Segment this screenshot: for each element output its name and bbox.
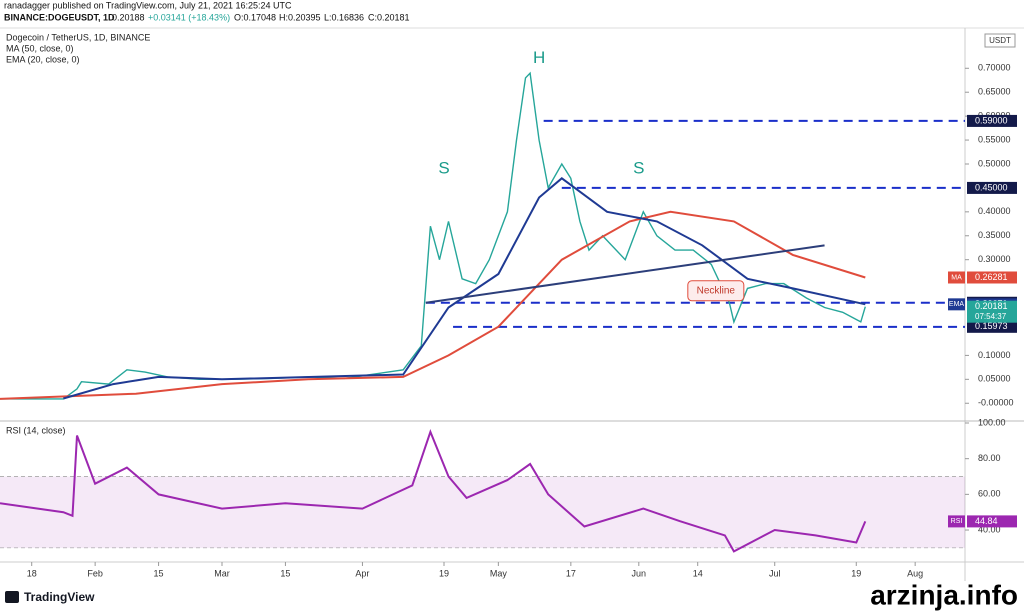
y-tick-label: 60.00 [978, 489, 1001, 499]
x-tick-label: Jul [769, 568, 781, 578]
currency: USDT [989, 36, 1011, 45]
x-tick-label: 19 [851, 568, 861, 578]
annotation: H [533, 48, 545, 67]
neckline [425, 244, 825, 304]
y-tick-label: 80.00 [978, 453, 1001, 463]
ohlc-high: H:0.20395 [279, 12, 321, 22]
ohlc-close: C:0.20181 [368, 12, 410, 22]
price-tag-name-box [948, 298, 965, 311]
price-tag-name-box [948, 515, 965, 528]
price-tag [967, 515, 1017, 528]
level-tag-label: 0.45000 [975, 182, 1008, 192]
logo: TradingView [24, 590, 95, 604]
x-tick-label: 14 [693, 568, 703, 578]
series-line [63, 177, 866, 400]
series-line [0, 429, 867, 553]
annotation: S [438, 158, 449, 177]
x-tick-label: 19 [439, 568, 449, 578]
watermark: arzinja.info [870, 579, 1018, 610]
publisher: ranadagger published on TradingView.com,… [4, 0, 292, 10]
x-tick-label: 15 [154, 568, 164, 578]
x-tick-label: 15 [280, 568, 290, 578]
watermark-bg [826, 581, 1024, 611]
annotation: S [633, 158, 644, 177]
y-tick-label: 0.40000 [978, 206, 1011, 216]
legend-entry: RSI (14, close) [6, 425, 66, 435]
price-tag-name: RSI [951, 518, 963, 525]
x-tick-label: 17 [566, 568, 576, 578]
level-tag-label: 0.59000 [975, 115, 1008, 125]
level-tag-label: 0.15973 [975, 321, 1008, 331]
price-tag-label: 0.20181 [975, 301, 1008, 311]
currency-box [984, 33, 1016, 48]
change: +0.03141 (+18.43%) [148, 12, 230, 22]
y-tick-label: 0.65000 [978, 87, 1011, 97]
y-tick-label: 0.50000 [978, 158, 1011, 168]
price-tag [967, 271, 1017, 284]
price-tag-label: 44.84 [975, 516, 998, 526]
y-tick-label: 0.05000 [978, 374, 1011, 384]
series-line [0, 210, 866, 400]
x-tick-label: Feb [87, 568, 103, 578]
price-tag-name-box [948, 271, 965, 284]
y-tick-label: 40.00 [978, 524, 1001, 534]
y-tick-label: 0.35000 [978, 230, 1011, 240]
x-tick-label: Mar [214, 568, 230, 578]
logo-icon [5, 591, 19, 603]
y-tick-label: 100.00 [978, 417, 1006, 427]
legend-entry: EMA (20, close, 0) [6, 54, 80, 64]
y-tick-label: 0.10000 [978, 350, 1011, 360]
level-tag [967, 114, 1017, 127]
annotation: Neckline [697, 285, 736, 296]
y-tick-label: -0.00000 [978, 398, 1014, 408]
legend-entry: MA (50, close, 0) [6, 43, 74, 53]
last-price: 0.20188 [112, 12, 145, 22]
x-tick-label: May [490, 568, 508, 578]
y-tick-label: 0.70000 [978, 63, 1011, 73]
price-tag [967, 300, 1017, 323]
ohlc-low: L:0.16836 [324, 12, 364, 22]
legend-entry: Dogecoin / TetherUS, 1D, BINANCE [6, 32, 150, 42]
y-tick-label: 0.55000 [978, 134, 1011, 144]
level-tag [967, 181, 1017, 194]
price-tag-name: MA [951, 274, 962, 281]
x-tick-label: Aug [907, 568, 923, 578]
annotation-box [687, 280, 745, 302]
y-tick-label: 0.30000 [978, 254, 1011, 264]
ohlc-open: O:0.17048 [234, 12, 276, 22]
rsi-band [0, 476, 965, 548]
price-tag-name: EMA [949, 301, 965, 308]
x-tick-label: Apr [355, 568, 369, 578]
x-tick-label: Jun [632, 568, 647, 578]
x-tick-label: 18 [27, 568, 37, 578]
price-tag-label: 0.26281 [975, 272, 1008, 282]
symbol: BINANCE:DOGEUSDT, 1D [4, 12, 115, 22]
price-tag-sublabel: 07:54:37 [975, 312, 1007, 321]
level-tag [967, 320, 1017, 333]
